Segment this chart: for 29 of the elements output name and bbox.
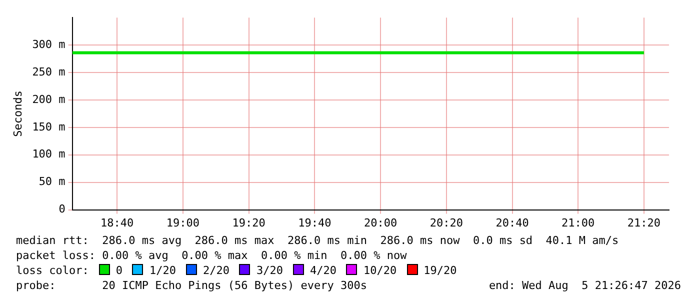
y-tick-label: 100 m <box>32 148 66 161</box>
y-axis-title: Seconds <box>11 90 24 137</box>
x-tick-label: 20:40 <box>496 216 529 230</box>
y-tick-label: 0 <box>58 202 66 216</box>
y-tick-label: 50 m <box>38 175 66 188</box>
y-tick-label: 150 m <box>32 120 66 134</box>
text: 19/20 <box>424 264 457 277</box>
text: loss color: <box>16 264 89 277</box>
text: probe: 20 ICMP Echo Pings (56 Bytes) every 300s <box>16 278 367 293</box>
x-tick-label: 19:20 <box>232 216 266 230</box>
y-tick-label: 250 m <box>32 65 66 78</box>
x-tick-label: 19:40 <box>298 216 332 230</box>
x-tick-label: 21:20 <box>627 216 661 230</box>
text: end: Wed Aug 5 21:26:47 2026 <box>488 278 681 293</box>
x-tick-label: 21:00 <box>562 216 595 230</box>
x-tick-label: 19:00 <box>166 216 200 230</box>
text: 4/20 <box>310 264 336 277</box>
x-tick-label: 20:00 <box>364 216 398 230</box>
text: 10/20 <box>363 264 397 277</box>
x-tick-label: 18:40 <box>100 216 134 230</box>
x-tick-label: 20:20 <box>430 216 463 230</box>
text: 1/20 <box>149 264 176 277</box>
text: median rtt: 286.0 ms avg 286.0 ms max 286.0 ms min 286.0 ms now 0.0 ms sd 40.1 M am/s <box>16 233 620 248</box>
y-tick-label: 300 m <box>32 38 66 51</box>
y-tick-label: 200 m <box>32 92 66 106</box>
text: packet loss: 0.00 % avg 0.00 % max 0.00 % min 0.00 % now <box>16 248 408 263</box>
text: 3/20 <box>256 264 283 277</box>
legend-label: 0 <box>116 264 122 277</box>
text: 2/20 <box>202 264 230 277</box>
